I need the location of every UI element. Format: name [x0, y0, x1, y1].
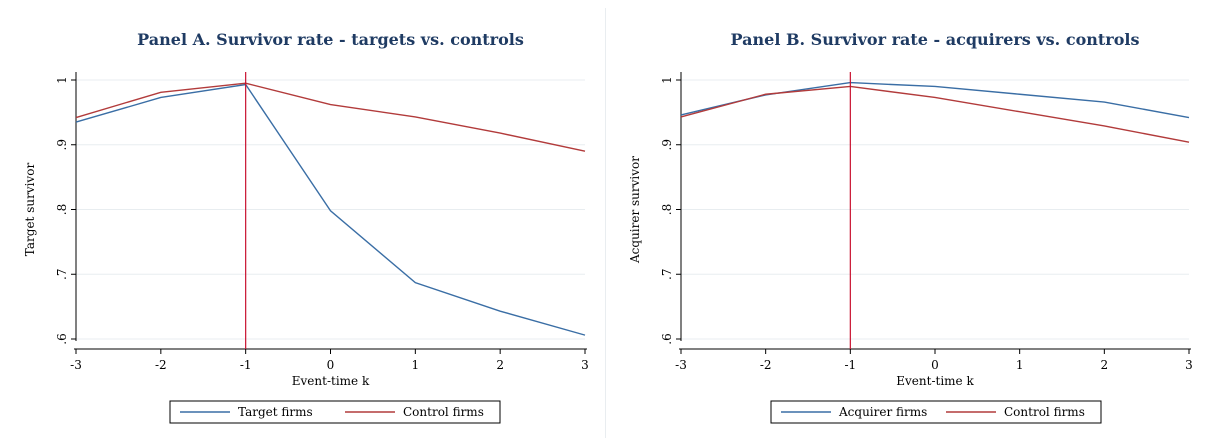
- panel-a: Panel A. Survivor rate - targets vs. con…: [23, 30, 589, 424]
- panel-b-legend-label: Acquirer firms: [838, 405, 927, 419]
- panel-b-x-tick-label: 0: [931, 358, 939, 372]
- panel-a-y-tick-label: .9: [55, 139, 69, 150]
- panel-a-x-tick-label: 2: [496, 358, 504, 372]
- panel-b-x-axis-label: Event-time k: [896, 374, 974, 388]
- panel-a-chart: Panel A. Survivor rate - targets vs. con…: [23, 30, 589, 424]
- panel-a-x-tick-label: 0: [327, 358, 335, 372]
- panel-a-x-tick-label: -2: [155, 358, 167, 372]
- panel-b-x-tick-label: 2: [1101, 358, 1109, 372]
- panel-a-x-tick-label: 3: [581, 358, 589, 372]
- panel-b-y-axis-label: Acquirer survivor: [628, 156, 642, 264]
- panel-b-y-tick-label: 1: [660, 76, 674, 84]
- panel-b-x-tick-label: 1: [1016, 358, 1024, 372]
- panel-b-y-tick-label: .9: [660, 139, 674, 150]
- panel-b-legend-box: [770, 400, 1102, 424]
- panel-b-series-control-line: [680, 85, 1190, 143]
- panel-a-legend-label: Target firms: [238, 405, 313, 419]
- panel-a-y-tick-label: .8: [55, 204, 69, 215]
- panel-divider: [605, 8, 606, 438]
- panel-a-legend-label: Control firms: [403, 405, 484, 419]
- panel-b-x-tick-label: -2: [760, 358, 772, 372]
- panel-a-x-axis-label: Event-time k: [292, 374, 370, 388]
- panel-b: Panel B. Survivor rate - acquirers vs. c…: [606, 0, 1207, 438]
- panel-b-chart: Panel B. Survivor rate - acquirers vs. c…: [628, 30, 1193, 424]
- panel-b-y-tick-label: .6: [660, 333, 674, 344]
- panel-b-x-tick-label: -1: [844, 358, 856, 372]
- panel-a-y-tick-label: .7: [55, 269, 69, 280]
- panel-a-title: Panel A. Survivor rate - targets vs. con…: [137, 30, 524, 49]
- panel-a-legend-box: [169, 400, 501, 424]
- panel-b-title: Panel B. Survivor rate - acquirers vs. c…: [731, 30, 1140, 49]
- panel-a-y-tick-label: .6: [55, 333, 69, 344]
- panel-a-x-tick-label: -3: [70, 358, 82, 372]
- panel-a-y-axis-label: Target survivor: [23, 163, 37, 257]
- panel-a-x-tick-label: 1: [412, 358, 420, 372]
- panel-b-y-tick-label: .7: [660, 269, 674, 280]
- panel-b-series-treatment-line: [680, 81, 1190, 119]
- panel-b-x-tick-label: -3: [675, 358, 687, 372]
- panel-a-series-control-line: [75, 82, 586, 152]
- panel-a-y-tick-label: 1: [55, 76, 69, 84]
- panel-a-series-treatment-line: [75, 83, 586, 336]
- panel-b-legend-label: Control firms: [1004, 405, 1085, 419]
- panel-b-x-tick-label: 3: [1185, 358, 1193, 372]
- panel-b-y-tick-label: .8: [660, 204, 674, 215]
- panel-a-x-tick-label: -1: [240, 358, 252, 372]
